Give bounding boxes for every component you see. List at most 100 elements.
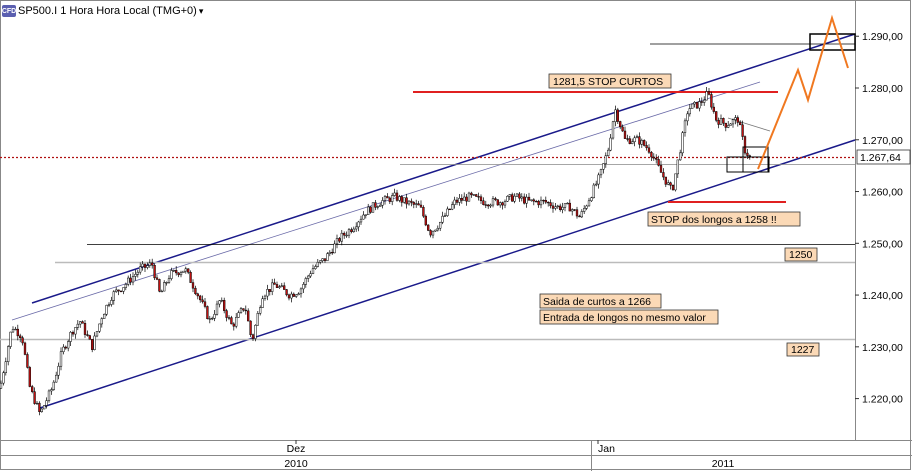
candle bbox=[621, 126, 624, 132]
candle bbox=[645, 145, 648, 149]
candle bbox=[172, 270, 175, 272]
channel-lower-line bbox=[39, 139, 856, 409]
candle bbox=[611, 121, 615, 139]
annotation-stop-long-text: STOP dos longos a 1258 !! bbox=[651, 214, 777, 226]
candle bbox=[350, 229, 353, 232]
candle bbox=[170, 270, 173, 279]
candle bbox=[74, 327, 77, 335]
candle bbox=[338, 238, 341, 242]
candle bbox=[213, 313, 216, 319]
candle bbox=[47, 390, 51, 401]
candle bbox=[86, 334, 89, 336]
candle bbox=[251, 334, 255, 339]
entry-box-wide bbox=[726, 156, 770, 173]
candle bbox=[583, 208, 586, 212]
candle bbox=[619, 121, 622, 128]
candle bbox=[626, 138, 629, 140]
candle bbox=[369, 206, 372, 213]
candle bbox=[64, 346, 67, 349]
candle bbox=[321, 258, 324, 262]
candle bbox=[280, 285, 283, 287]
candle bbox=[429, 230, 432, 236]
candle bbox=[631, 141, 634, 144]
candle bbox=[19, 335, 22, 338]
y-axis: 1.220,00 1.230,00 1.240,00 1.250,00 1.260,00… bbox=[855, 31, 903, 406]
candle bbox=[446, 208, 449, 216]
candle bbox=[643, 140, 646, 146]
candle bbox=[309, 273, 312, 277]
candle bbox=[357, 221, 360, 228]
y-tick-label: 1.250,00 bbox=[862, 238, 903, 250]
candle bbox=[287, 294, 291, 299]
candle bbox=[439, 221, 442, 229]
candle bbox=[443, 215, 447, 217]
candle bbox=[194, 287, 197, 295]
candle bbox=[465, 196, 468, 202]
candle bbox=[376, 206, 379, 208]
candle bbox=[333, 243, 336, 254]
candle bbox=[319, 260, 322, 263]
candle bbox=[383, 196, 387, 201]
candle bbox=[40, 408, 43, 412]
candle bbox=[117, 289, 120, 292]
candle bbox=[160, 290, 163, 293]
candle bbox=[328, 251, 331, 254]
candle bbox=[28, 367, 31, 387]
candle bbox=[362, 214, 365, 220]
candle bbox=[590, 197, 593, 202]
candle bbox=[441, 215, 444, 223]
candle bbox=[424, 215, 427, 226]
candle bbox=[290, 293, 293, 299]
candle bbox=[496, 199, 499, 206]
candle bbox=[31, 386, 34, 392]
forecast-path bbox=[757, 14, 849, 170]
candle bbox=[388, 197, 391, 202]
candle bbox=[256, 313, 259, 326]
candle bbox=[746, 152, 749, 156]
candle bbox=[703, 99, 706, 103]
candle bbox=[215, 303, 219, 315]
candle bbox=[503, 201, 507, 206]
candle bbox=[727, 125, 730, 128]
candle bbox=[477, 196, 480, 198]
candle bbox=[520, 196, 523, 199]
candle bbox=[571, 209, 574, 212]
candle bbox=[263, 295, 267, 299]
candle bbox=[124, 284, 127, 288]
candle bbox=[616, 109, 619, 122]
chevron-down-icon[interactable]: ▾ bbox=[198, 5, 204, 16]
candle bbox=[724, 122, 727, 128]
candle bbox=[542, 199, 545, 202]
y-tick-label: 1.230,00 bbox=[862, 342, 903, 354]
candle bbox=[410, 200, 413, 203]
candle bbox=[163, 282, 166, 292]
candle bbox=[331, 251, 334, 254]
candle bbox=[491, 198, 495, 206]
candle bbox=[527, 196, 531, 201]
candle bbox=[191, 282, 195, 289]
candle bbox=[736, 117, 739, 123]
candle bbox=[458, 198, 461, 203]
candle bbox=[467, 192, 471, 202]
candle bbox=[242, 308, 245, 311]
candle bbox=[292, 293, 295, 297]
candle bbox=[739, 122, 742, 126]
candle bbox=[575, 209, 579, 217]
candle bbox=[688, 108, 691, 115]
annotation-stop-short-text: 1281,5 STOP CURTOS bbox=[553, 76, 663, 88]
candle bbox=[597, 174, 600, 185]
candle bbox=[743, 136, 747, 154]
level-label-1250-text: 1250 bbox=[789, 249, 813, 261]
candle bbox=[7, 346, 10, 362]
candle bbox=[218, 300, 221, 305]
candle bbox=[146, 265, 149, 268]
candle bbox=[712, 106, 715, 112]
target-box bbox=[809, 33, 856, 51]
candle bbox=[59, 351, 63, 367]
candle bbox=[230, 317, 233, 325]
candle bbox=[391, 195, 394, 202]
candle bbox=[352, 228, 355, 232]
candle bbox=[525, 196, 528, 204]
chart-header: CFD SP500.I 1 Hora Hora Local (TMG+0) ▾ bbox=[2, 3, 203, 19]
